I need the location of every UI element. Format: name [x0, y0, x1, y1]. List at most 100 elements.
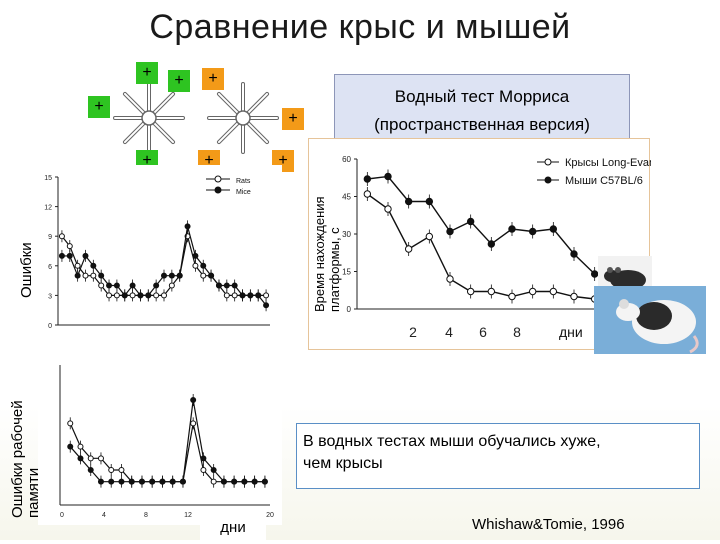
data-point	[106, 282, 113, 289]
morris-test-header: Водный тест Морриса (пространственная ве…	[334, 74, 630, 140]
legend-label: Мыши C57BL/6	[565, 175, 643, 187]
data-point	[77, 455, 84, 462]
maze-arm-inner	[217, 92, 240, 115]
data-point	[404, 197, 413, 206]
data-point	[192, 252, 199, 259]
data-point	[149, 478, 156, 485]
data-point	[215, 282, 222, 289]
data-point	[549, 225, 558, 233]
maze-arm-inner	[152, 92, 175, 115]
legend-marker	[544, 158, 552, 166]
legend-label: Mice	[236, 189, 251, 196]
data-point	[192, 262, 199, 269]
rat-photo	[594, 286, 706, 354]
data-point	[263, 302, 270, 309]
data-point	[66, 252, 73, 259]
y-tick-label: 60	[342, 155, 351, 164]
data-point	[129, 292, 136, 299]
data-point	[200, 262, 207, 269]
radial-maze-diagrams	[108, 78, 284, 158]
maze-marker-6: +	[282, 108, 304, 130]
maze-arm-inner	[123, 92, 146, 115]
x-axis-label: дни	[559, 324, 583, 340]
legend-label: Крысы Long-Evans	[565, 157, 651, 169]
maze-marker-5: +	[202, 68, 224, 90]
data-point	[66, 243, 73, 250]
conclusion-line-2: чем крысы	[303, 455, 383, 472]
data-point	[210, 478, 217, 485]
data-point	[466, 287, 475, 296]
data-point	[363, 190, 372, 198]
data-point	[161, 292, 167, 299]
data-point	[153, 282, 160, 289]
water-maze-ylabel: Время нахождения платформы, с	[312, 196, 342, 312]
data-point	[190, 397, 197, 403]
data-point	[113, 282, 120, 289]
data-point	[487, 240, 496, 248]
data-point	[176, 272, 183, 279]
data-point	[487, 287, 496, 296]
bottom-days-label: дни	[200, 512, 266, 540]
wm-errors-chart: 048121620	[59, 365, 274, 519]
data-point	[190, 420, 197, 427]
y-tick-label: 15	[44, 175, 52, 182]
x-tick-label: 12	[184, 512, 192, 519]
data-point	[363, 175, 372, 183]
data-point	[425, 232, 434, 241]
y-tick-label: 12	[44, 205, 52, 212]
y-tick-label: 9	[48, 234, 52, 241]
errors-chart-panel: 0 3 6 9 12 15 Rats Mice	[38, 165, 282, 340]
data-point	[121, 292, 128, 299]
maze-marker-3: +	[88, 96, 110, 118]
data-point	[446, 227, 454, 236]
data-point	[108, 467, 115, 473]
maze-arm-inner	[123, 121, 146, 144]
slide-title: Сравнение крыс и мышей	[149, 8, 571, 46]
maze-marker-2: +	[168, 70, 190, 92]
data-point	[200, 272, 207, 279]
maze-arm-inner	[217, 121, 240, 144]
y-tick-label: 0	[347, 305, 352, 314]
series-line	[69, 399, 265, 483]
x-tick-label: 6	[479, 324, 487, 340]
data-point	[231, 292, 238, 299]
data-point	[247, 292, 254, 299]
data-point	[97, 455, 104, 462]
series-line	[366, 193, 595, 300]
data-point	[255, 292, 262, 299]
data-point	[590, 270, 599, 278]
data-point	[263, 292, 270, 299]
data-point	[570, 292, 578, 301]
data-point	[200, 455, 207, 462]
data-point	[74, 262, 81, 269]
maze-center	[141, 110, 157, 126]
data-point	[184, 223, 191, 230]
data-point	[90, 262, 97, 269]
radial-maze-right	[202, 78, 284, 158]
legend-marker	[544, 176, 552, 184]
data-point	[129, 282, 136, 289]
maze-arm-inner	[246, 121, 269, 144]
maze-arm-inner	[152, 121, 175, 144]
legend-marker	[214, 186, 222, 194]
legend-marker	[214, 175, 222, 183]
data-point	[446, 275, 454, 283]
data-point	[223, 282, 230, 289]
x-tick-label: 4	[445, 324, 453, 340]
data-point	[508, 292, 516, 301]
data-point	[153, 292, 160, 299]
x-tick-label: 20	[266, 512, 274, 519]
data-point	[168, 272, 175, 279]
data-point	[241, 478, 248, 485]
data-point	[77, 443, 84, 450]
x-tick-label: 2	[409, 324, 417, 340]
y-tick-label: 45	[342, 193, 351, 202]
x-tick-label: 4	[102, 512, 106, 519]
water-maze-chart-panel: 0 15 30 45 60 2 4 6 8 Крысы Long-Evans Мыши C57BL/…	[308, 138, 661, 350]
data-point	[138, 478, 145, 485]
data-point	[220, 478, 227, 485]
y-tick-label: 30	[342, 230, 351, 239]
series-line	[367, 175, 596, 275]
data-point	[384, 172, 392, 181]
data-point	[108, 478, 115, 485]
